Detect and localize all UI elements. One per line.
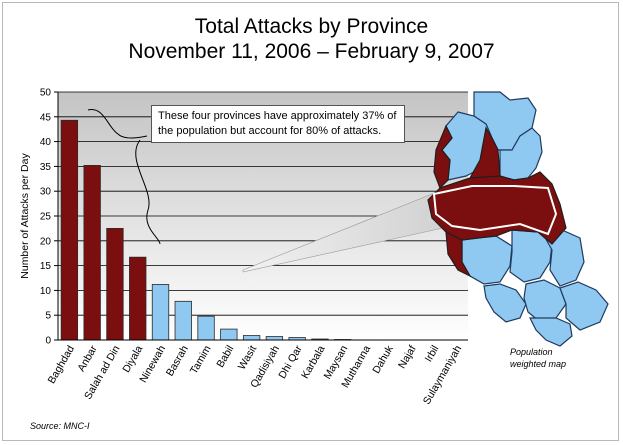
y-tick-label: 25 xyxy=(40,212,52,223)
bar-anbar xyxy=(83,165,101,341)
y-tick-label: 30 xyxy=(40,187,52,198)
map-label: Population weighted map xyxy=(510,347,567,369)
annotation-leader xyxy=(135,139,161,245)
y-tick-label: 35 xyxy=(40,162,52,173)
x-tick-label: Baghdad xyxy=(46,343,77,386)
y-tick-label: 10 xyxy=(40,286,52,297)
y-tick-label: 0 xyxy=(45,336,51,347)
y-tick-label: 20 xyxy=(40,236,52,247)
population-weighted-map xyxy=(427,91,609,347)
map-province-blue xyxy=(483,283,527,323)
chart-subtitle: November 11, 2006 – February 9, 2007 xyxy=(128,40,495,63)
map-province-blue xyxy=(461,235,513,285)
y-tick-label: 45 xyxy=(40,112,52,123)
x-tick-label: Basrah xyxy=(164,343,191,378)
slide-frame xyxy=(2,2,619,441)
map-province-red xyxy=(433,124,453,190)
annotation-bracket xyxy=(87,109,148,139)
x-tick-label: Tamim xyxy=(188,343,214,376)
map-province-red xyxy=(468,126,501,179)
y-tick-label: 40 xyxy=(40,137,52,148)
y-tick-label: 5 xyxy=(45,311,51,322)
x-tick-label: Irbil xyxy=(423,344,442,365)
map-highlight-outline xyxy=(432,185,558,236)
bar-ninewah xyxy=(151,284,170,341)
y-tick-label: 50 xyxy=(40,88,52,99)
map-province-blue xyxy=(529,317,573,347)
x-tick-label: Babil xyxy=(214,344,236,370)
bar-tamim xyxy=(197,315,215,341)
source-note: Source: MNC-I xyxy=(30,421,90,431)
map-province-red xyxy=(445,230,472,278)
x-tick-label: Dahuk xyxy=(370,343,396,376)
chart-title: Total Attacks by Province xyxy=(194,15,429,38)
bar-salah-ad-din xyxy=(106,227,124,341)
bar-basrah xyxy=(174,300,192,341)
bar-wasit xyxy=(242,335,261,341)
map-province-blue xyxy=(559,281,609,331)
bar-babil xyxy=(220,328,238,341)
bar-diyala xyxy=(129,256,147,341)
bar-baghdad xyxy=(60,119,79,341)
y-axis-title: Number of Attacks per Day xyxy=(19,153,31,279)
x-tick-label: Wasit xyxy=(236,343,259,371)
chart-annotation: These four provinces have approximately … xyxy=(151,105,405,143)
x-tick-label: Najaf xyxy=(396,343,419,370)
y-tick-label: 15 xyxy=(40,261,52,272)
bar-qadisiyah xyxy=(265,336,284,341)
